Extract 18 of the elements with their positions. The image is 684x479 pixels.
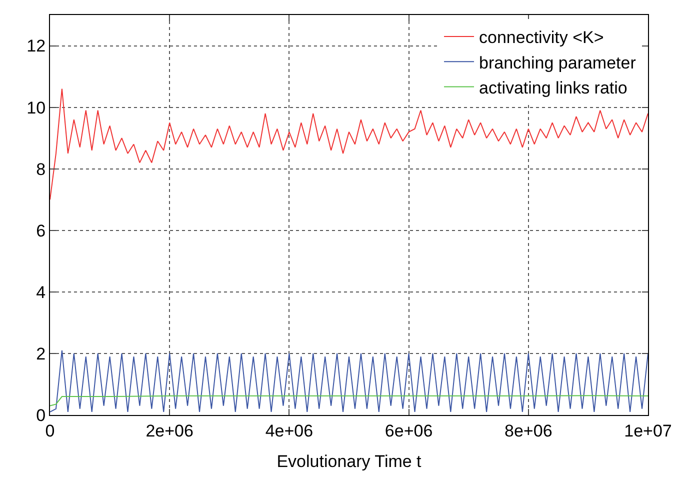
x-tick-label: 1e+07 (624, 421, 672, 440)
legend-label: branching parameter (479, 53, 636, 72)
x-tick-label: 8e+06 (504, 421, 552, 440)
x-tick-label: 6e+06 (384, 421, 433, 440)
x-tick-label: 4e+06 (265, 421, 314, 440)
y-tick-label: 10 (26, 98, 46, 118)
y-tick-label: 8 (36, 160, 46, 179)
line-series (50, 350, 648, 412)
line-series (50, 395, 648, 406)
y-tick-label: 2 (36, 344, 46, 364)
y-tick-label: 6 (36, 221, 46, 240)
y-tick-label: 4 (36, 282, 46, 302)
legend-label: connectivity <K> (479, 28, 604, 48)
x-axis-title: Evolutionary Time t (276, 452, 422, 471)
legend-label: activating links ratio (479, 78, 628, 98)
y-tick-label: 12 (26, 36, 46, 56)
x-tick-label: 2e+06 (146, 421, 194, 440)
y-tick-label: 0 (36, 406, 46, 425)
